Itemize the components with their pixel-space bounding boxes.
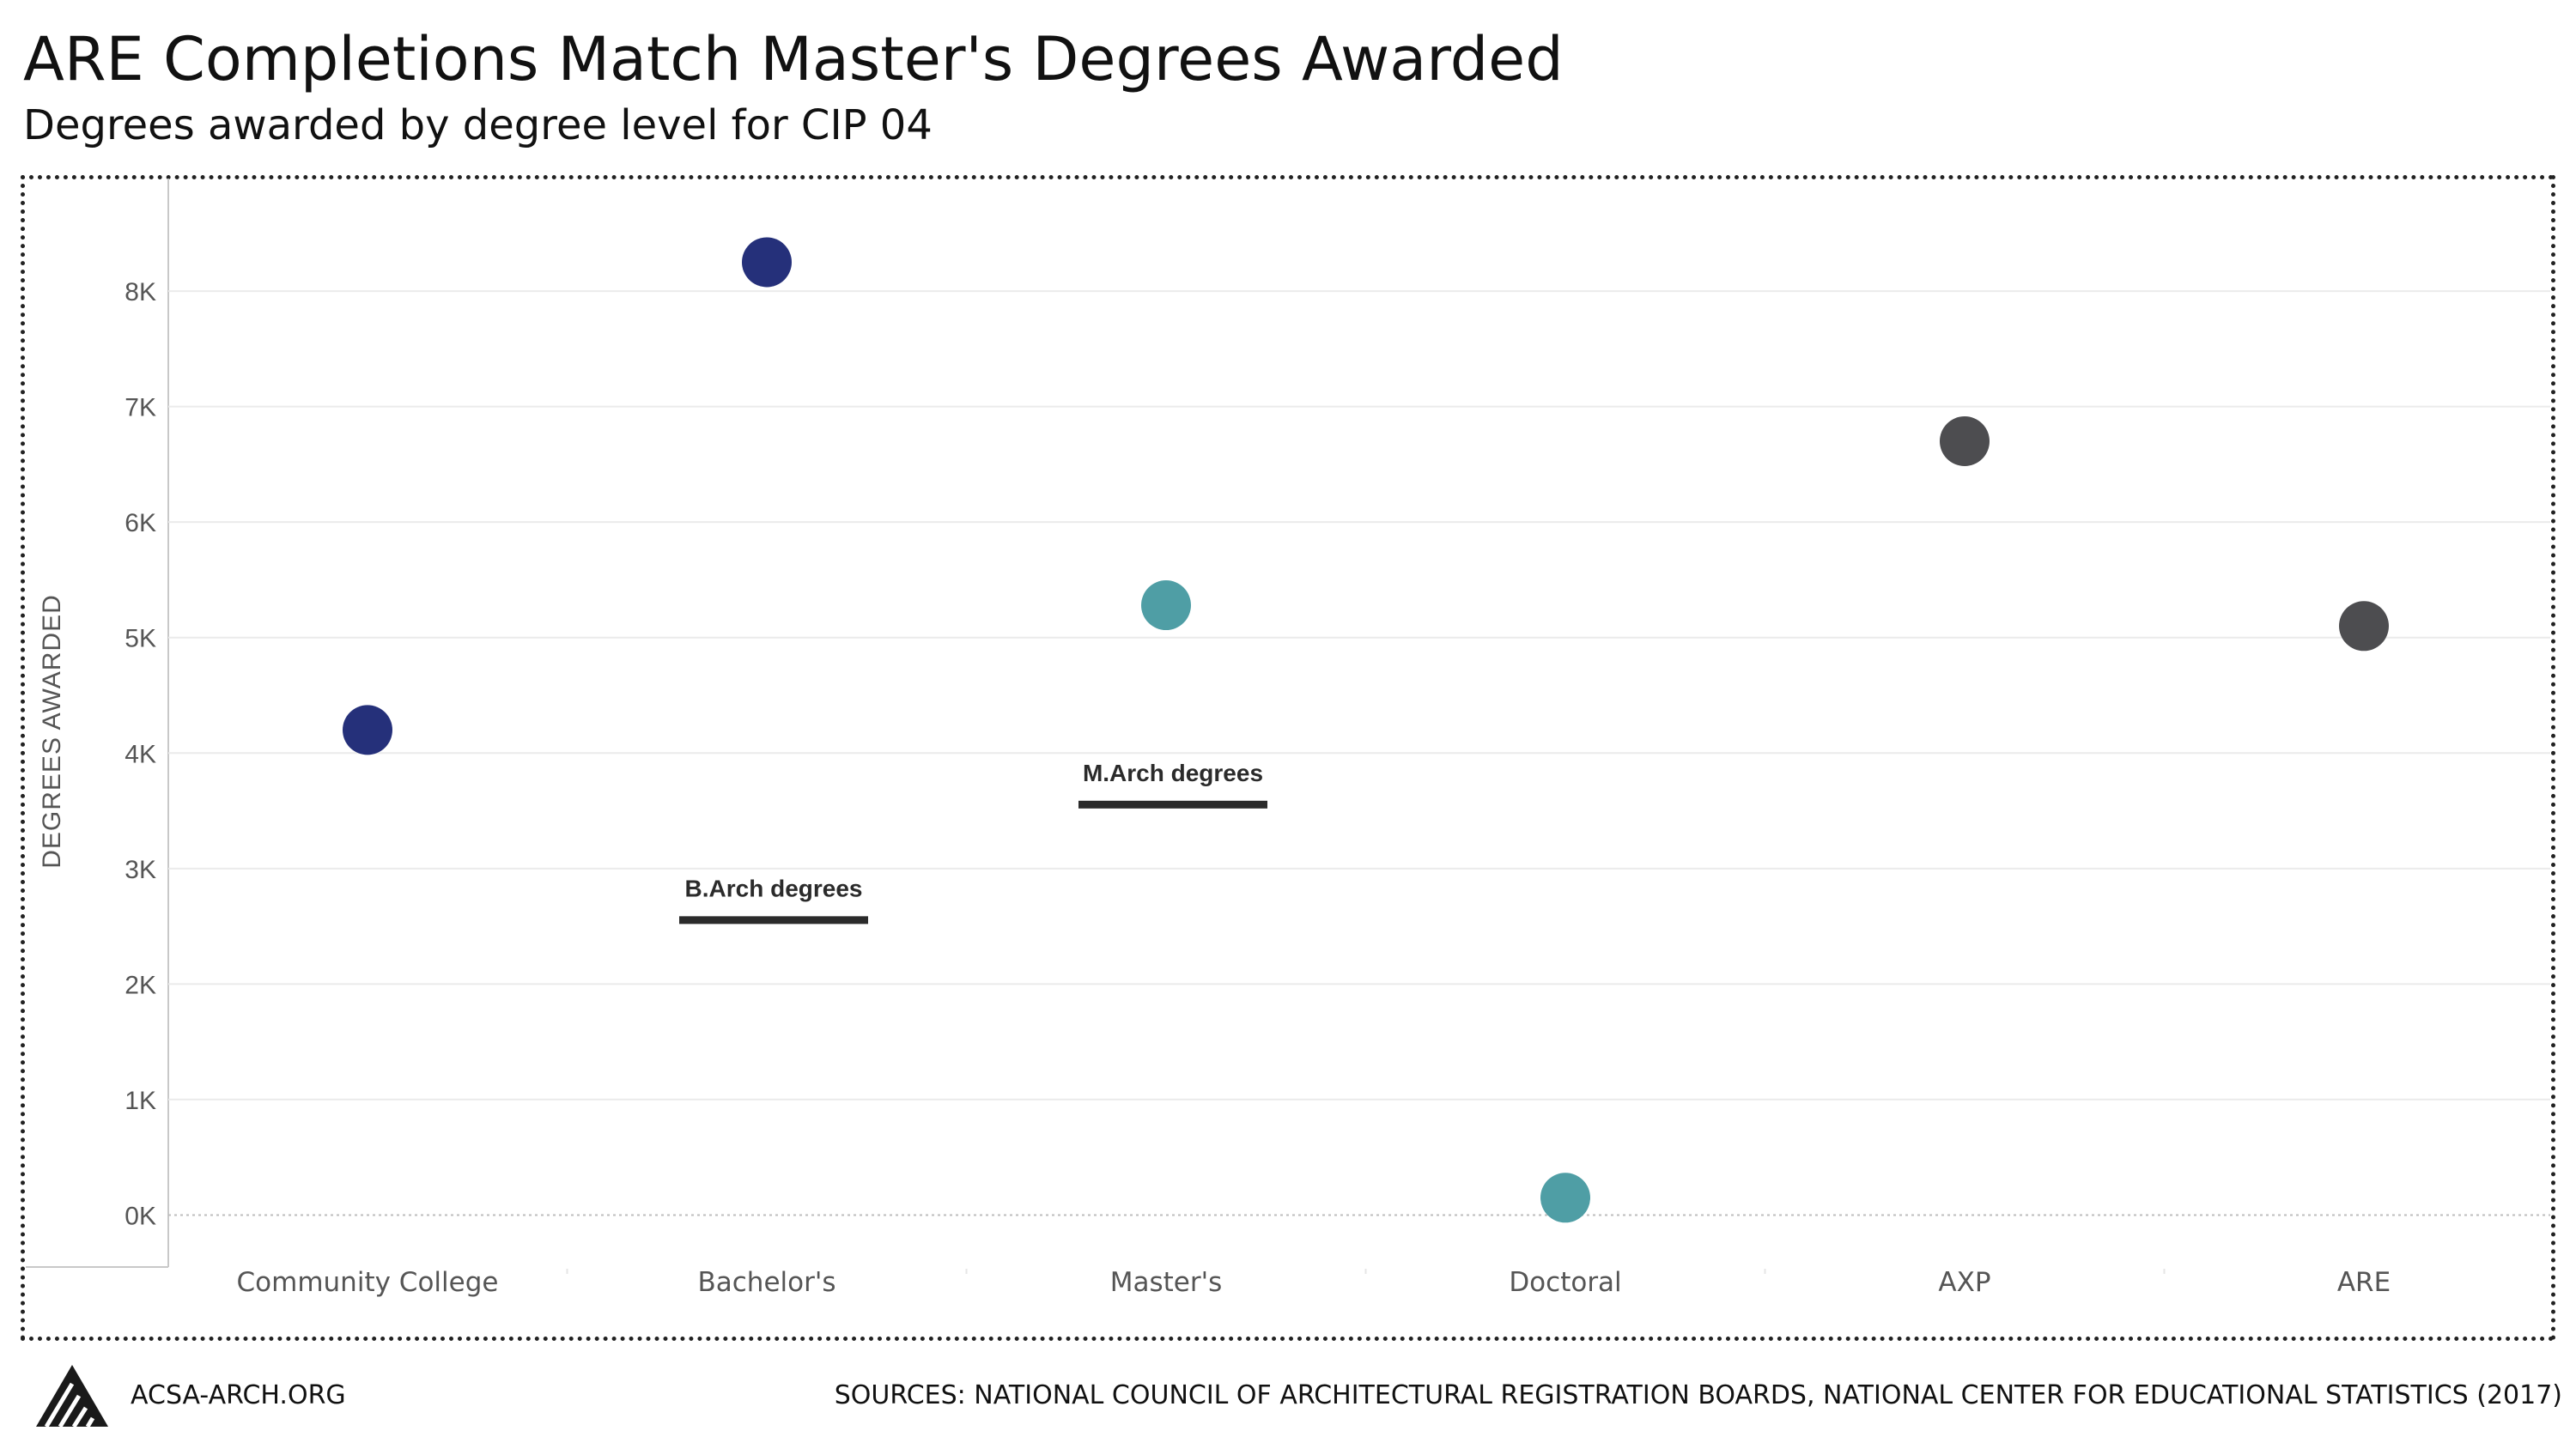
y-tick-label: 6K [125, 509, 156, 537]
y-tick-label: 4K [125, 740, 156, 768]
footer-sources: SOURCES: NATIONAL COUNCIL OF ARCHITECTUR… [834, 1380, 2562, 1410]
data-point [742, 237, 792, 288]
y-tick-label: 5K [125, 625, 156, 653]
data-point [343, 705, 392, 755]
y-axis-label: DEGREES AWARDED [38, 594, 66, 869]
annotation-label: M.Arch degrees [1083, 760, 1263, 786]
data-point [1141, 580, 1191, 631]
y-tick-label: 3K [125, 856, 156, 884]
y-tick-label: 8K [125, 278, 156, 306]
annotation-bar [679, 916, 868, 925]
x-tick-label: Bachelor's [697, 1267, 835, 1298]
data-point [1940, 416, 1990, 466]
chart-frame [21, 175, 2555, 1341]
y-tick-label: 2K [125, 971, 156, 999]
x-tick-label: ARE [2337, 1267, 2391, 1298]
data-point [2339, 601, 2389, 652]
y-tick-label: 0K [125, 1202, 156, 1230]
x-tick-label: Master's [1110, 1267, 1223, 1298]
y-tick-label: 7K [125, 394, 156, 422]
y-tick-label: 1K [125, 1087, 156, 1115]
x-tick-label: AXP [1938, 1267, 1990, 1298]
chart-subtitle: Degrees awarded by degree level for CIP … [23, 101, 933, 149]
x-tick-label: Doctoral [1509, 1267, 1621, 1298]
footer-site-link[interactable]: ACSA-ARCH.ORG [131, 1380, 346, 1410]
data-point [1540, 1173, 1590, 1223]
annotation-bar [1078, 800, 1267, 809]
x-tick-label: Community College [237, 1267, 499, 1298]
chart-title: ARE Completions Match Master's Degrees A… [23, 24, 1564, 94]
acsa-logo-icon [36, 1365, 108, 1428]
annotation-label: B.Arch degrees [685, 875, 863, 901]
